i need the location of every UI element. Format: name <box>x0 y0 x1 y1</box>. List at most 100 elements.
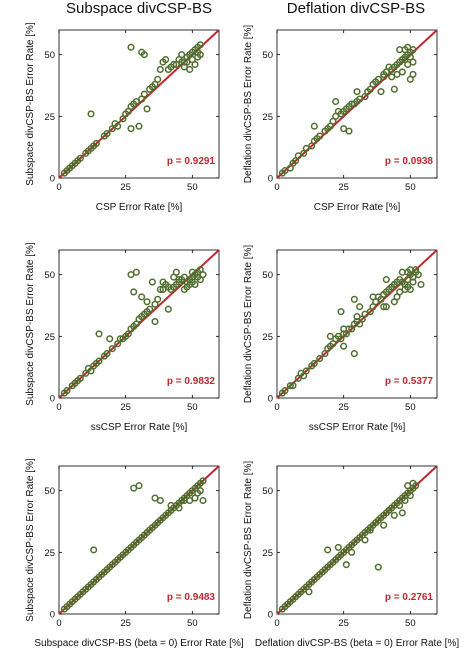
scatter-point <box>175 504 183 512</box>
scatter-point <box>332 97 340 106</box>
panel-subspace-vs-sscsp: 0 25 50 0 25 50 p = 0.9832 ssCSP Error Rate [%]… <box>25 242 220 433</box>
scatter-point <box>103 350 111 358</box>
scatter-point <box>76 154 84 162</box>
scatter-point <box>401 496 409 505</box>
column-title-subspace: Subspace divCSP-BS <box>66 0 212 17</box>
scatter-point <box>199 271 207 279</box>
scatter-point <box>199 496 207 505</box>
column-title-deflation: Deflation divCSP-BS <box>287 0 425 17</box>
x-axis-label: ssCSP Error Rate [%] <box>309 422 406 433</box>
scatter-point <box>414 271 422 279</box>
scatter-point <box>196 41 204 49</box>
y-tick-label: 0 <box>268 394 273 405</box>
scatter-point <box>196 487 204 495</box>
scatter-point <box>305 588 313 596</box>
scatter-point <box>164 305 172 313</box>
scatter-point <box>401 56 409 64</box>
x-tick-label: 50 <box>187 182 198 193</box>
p-value-label: p = 0.9291 <box>167 156 216 167</box>
scatter-point <box>390 280 398 289</box>
scatter-point <box>156 496 164 505</box>
scatter-point <box>337 308 345 316</box>
scatter-point <box>172 268 180 276</box>
scatter-point <box>154 295 162 303</box>
y-tick-label: 0 <box>50 610 55 621</box>
scatter-point <box>382 303 390 311</box>
scatter-point <box>409 278 417 286</box>
scatter-point <box>316 354 324 363</box>
scatter-point <box>191 280 199 289</box>
y-tick-label: 25 <box>262 112 273 123</box>
scatter-point <box>356 303 364 311</box>
x-axis-label: ssCSP Error Rate [%] <box>91 422 188 433</box>
x-axis-label: Subspace divCSP-BS (beta = 0) Error Rate… <box>34 638 243 649</box>
x-axis-label: Deflation divCSP-BS (beta = 0) Error Rat… <box>255 638 459 649</box>
scatter-point <box>374 563 382 571</box>
p-value-label: p = 0.2761 <box>385 592 434 603</box>
scatter-point <box>393 293 401 301</box>
scatter-point <box>130 484 138 492</box>
scatter-point <box>361 536 369 544</box>
scatter-point <box>380 70 388 78</box>
scatter-point <box>156 285 164 294</box>
y-tick-label: 0 <box>268 174 273 185</box>
scatter-point <box>390 511 398 519</box>
scatter-point <box>310 359 318 368</box>
scatter-point <box>188 268 196 276</box>
scatter-point <box>108 345 116 353</box>
y-axis-label: Subspace divCSP-BS Error Rate [%] <box>25 242 36 406</box>
scatter-point <box>334 543 342 551</box>
x-tick-label: 25 <box>120 618 131 629</box>
y-tick-label: 50 <box>44 486 55 497</box>
x-tick-label: 25 <box>338 618 349 629</box>
p-value-label: p = 0.9832 <box>167 376 216 387</box>
scatter-point <box>377 88 385 96</box>
scatter-point <box>417 280 425 289</box>
scatter-point <box>390 85 398 93</box>
scatter-point <box>385 506 393 514</box>
x-axis-label: CSP Error Rate [%] <box>96 202 183 213</box>
scatter-point <box>167 501 175 510</box>
scatter-point <box>140 90 148 98</box>
scatter-point <box>175 276 183 284</box>
scatter-point <box>76 374 84 382</box>
y-axis-label: Deflation divCSP-BS Error Rate [%] <box>243 245 254 404</box>
panel-subspace-vs-csp: 0 25 50 0 25 50 p = 0.9291 CSP Error Rate [%] Su… <box>25 22 220 213</box>
scatter-point <box>404 43 412 51</box>
scatter-point <box>310 122 318 130</box>
panel-deflation-vs-beta0: 0 25 50 0 25 50 p = 0.2761 Deflation divCSP-BS … <box>243 461 459 649</box>
scatter-point <box>103 130 111 138</box>
x-tick-label: 0 <box>56 618 61 629</box>
y-tick-label: 25 <box>44 548 55 559</box>
x-tick-label: 25 <box>120 182 131 193</box>
scatter-point <box>162 56 170 64</box>
scatter-point <box>143 298 151 306</box>
scatter-point <box>138 293 146 301</box>
scatter-point <box>345 127 353 135</box>
scatter-point <box>350 350 358 358</box>
scatter-point <box>106 335 114 343</box>
scatter-point <box>170 60 178 69</box>
scatter-point <box>348 548 356 556</box>
scatter-point <box>409 70 417 78</box>
scatter-point <box>409 479 417 487</box>
diagonal-line <box>276 465 438 615</box>
x-tick-label: 0 <box>274 618 279 629</box>
axes-frame <box>276 29 438 179</box>
scatter-point <box>146 305 154 313</box>
scatter-point <box>148 278 156 286</box>
scatter-point <box>127 125 135 133</box>
axes-frame <box>58 465 220 615</box>
x-tick-label: 50 <box>405 182 416 193</box>
scatter-point <box>127 43 135 51</box>
scatter-point <box>316 132 324 140</box>
scatter-point <box>398 68 406 76</box>
y-tick-label: 25 <box>44 112 55 123</box>
scatter-point <box>350 295 358 303</box>
scatter-point <box>289 382 297 390</box>
y-tick-label: 25 <box>262 548 273 559</box>
x-tick-label: 50 <box>405 618 416 629</box>
x-tick-label: 25 <box>338 182 349 193</box>
y-tick-label: 25 <box>44 332 55 343</box>
scatter-point <box>342 561 350 569</box>
